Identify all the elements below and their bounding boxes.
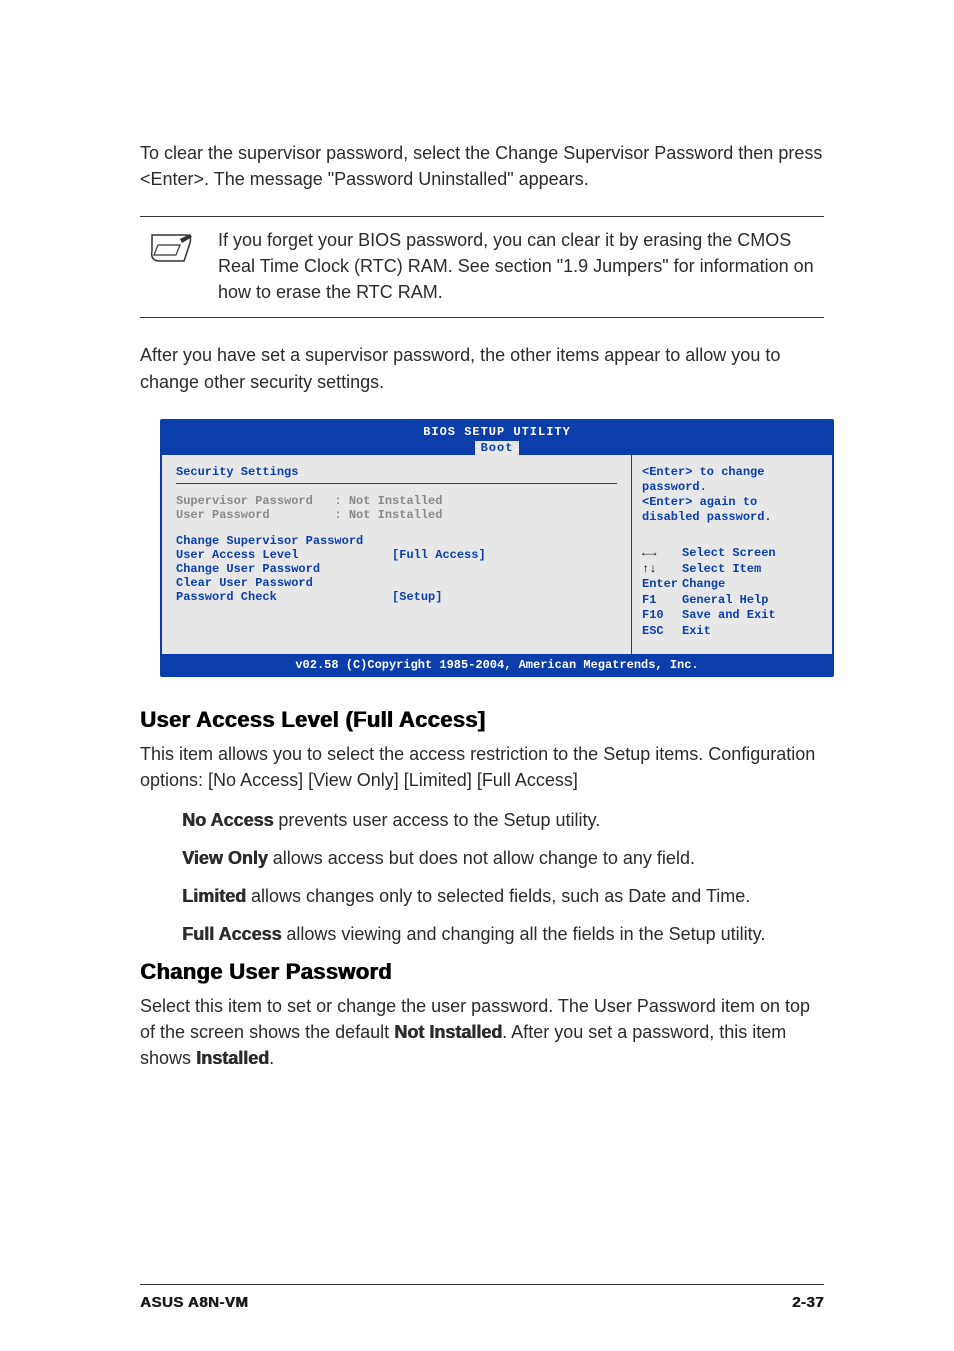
ual-lead: This item allows you to select the acces… (140, 741, 824, 793)
pencil-note-icon (140, 227, 200, 305)
page-footer: ASUS A8N-VM 2-37 (140, 1294, 824, 1311)
bios-key-row: ←→ Select Screen (642, 546, 822, 562)
bios-titlebar: BIOS SETUP UTILITY Boot (162, 421, 832, 455)
key-desc: Select Screen (682, 546, 776, 562)
footer-rule (140, 1284, 824, 1285)
bios-tab: Boot (475, 441, 520, 455)
bios-key-row: F1 General Help (642, 593, 822, 609)
heading-change-user-password: Change User Password (140, 959, 824, 985)
bios-title: BIOS SETUP UTILITY (162, 425, 832, 439)
key-desc: General Help (682, 593, 768, 609)
key-desc: Save and Exit (682, 608, 776, 624)
key-label: ESC (642, 624, 670, 640)
bios-menu-row: Change Supervisor Password (176, 534, 617, 548)
heading-user-access-level: User Access Level (Full Access] (140, 707, 824, 733)
key-desc: Select Item (682, 562, 761, 578)
bios-menu-row: Password Check [Setup] (176, 590, 617, 604)
ual-option: No Access prevents user access to the Se… (182, 807, 824, 833)
bios-main-panel: Security Settings Supervisor Password : … (162, 455, 632, 655)
bios-section-title: Security Settings (176, 465, 617, 484)
bios-menu-row: Clear User Password (176, 576, 617, 590)
bios-key-row: ↑↓ Select Item (642, 562, 822, 578)
arrows-lr-icon: ←→ (642, 546, 670, 562)
bios-status-row: Supervisor Password : Not Installed (176, 494, 617, 508)
bios-status-row: User Password : Not Installed (176, 508, 617, 522)
footer-left: ASUS A8N-VM (140, 1294, 248, 1311)
key-label: F10 (642, 608, 670, 624)
bios-help-text: <Enter> to change password. <Enter> agai… (642, 465, 822, 525)
cup-body: Select this item to set or change the us… (140, 993, 824, 1071)
ual-options-list: No Access prevents user access to the Se… (182, 807, 824, 947)
intro-paragraph: To clear the supervisor password, select… (140, 140, 824, 192)
bios-key-row: F10 Save and Exit (642, 608, 822, 624)
after-note-paragraph: After you have set a supervisor password… (140, 342, 824, 394)
key-desc: Exit (682, 624, 711, 640)
key-label: F1 (642, 593, 670, 609)
bios-footer: v02.58 (C)Copyright 1985-2004, American … (162, 655, 832, 675)
bios-key-row: Enter Change (642, 577, 822, 593)
ual-option: Limited allows changes only to selected … (182, 883, 824, 909)
bios-menu-row: Change User Password (176, 562, 617, 576)
footer-right: 2-37 (792, 1294, 824, 1311)
bios-key-row: ESC Exit (642, 624, 822, 640)
bios-menu-row: User Access Level [Full Access] (176, 548, 617, 562)
key-label: Enter (642, 577, 670, 593)
bios-screenshot: BIOS SETUP UTILITY Boot Security Setting… (160, 419, 834, 677)
note-text: If you forget your BIOS password, you ca… (218, 227, 824, 305)
note-box: If you forget your BIOS password, you ca… (140, 216, 824, 318)
key-desc: Change (682, 577, 725, 593)
ual-option: Full Access allows viewing and changing … (182, 921, 824, 947)
ual-option: View Only allows access but does not all… (182, 845, 824, 871)
arrows-ud-icon: ↑↓ (642, 562, 670, 578)
bios-key-legend: ←→Select Screen↑↓Select ItemEnterChangeF… (642, 546, 822, 640)
bios-side-panel: <Enter> to change password. <Enter> agai… (632, 455, 832, 655)
